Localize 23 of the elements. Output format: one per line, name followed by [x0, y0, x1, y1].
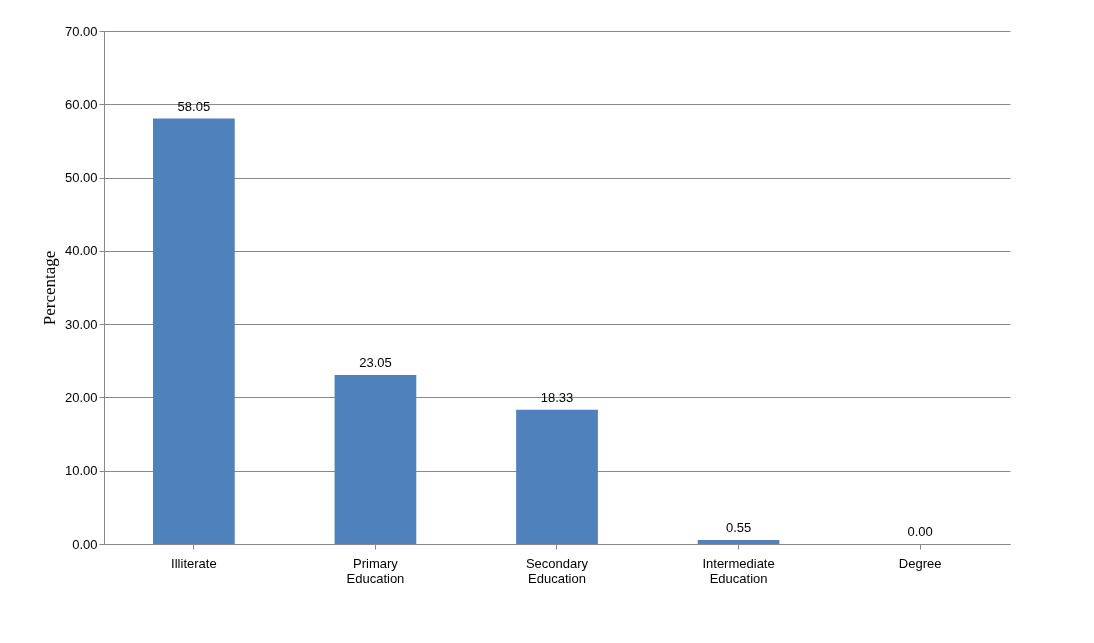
x-tick-label: Illiterate — [171, 555, 217, 571]
y-tick-label: 20.00 — [64, 389, 98, 405]
data-label: 0.55 — [725, 519, 752, 535]
bar — [153, 118, 235, 544]
y-tick-label: 0.00 — [72, 536, 98, 552]
bar — [697, 539, 780, 544]
y-tick-label: 50.00 — [64, 170, 98, 186]
x-tick-label: Degree — [898, 555, 942, 571]
y-tick-label: 60.00 — [64, 96, 98, 112]
data-label: 0.00 — [907, 524, 933, 539]
data-label: 18.33 — [540, 389, 574, 405]
y-tick-label: 30.00 — [64, 316, 98, 332]
x-tick-label: Primary Education — [346, 555, 405, 586]
y-tick-label: 10.00 — [64, 463, 98, 479]
y-axis-title: Percentage — [39, 250, 59, 326]
data-label: 23.05 — [359, 355, 392, 371]
y-tick-label: 70.00 — [64, 23, 98, 39]
data-label: 58.05 — [177, 98, 211, 114]
bar — [516, 409, 598, 544]
x-tick-label: Secondary Education — [525, 555, 589, 586]
bar — [334, 375, 417, 544]
y-tick-label: 40.00 — [64, 243, 98, 259]
x-tick-label: Intermediate Education — [702, 555, 775, 586]
